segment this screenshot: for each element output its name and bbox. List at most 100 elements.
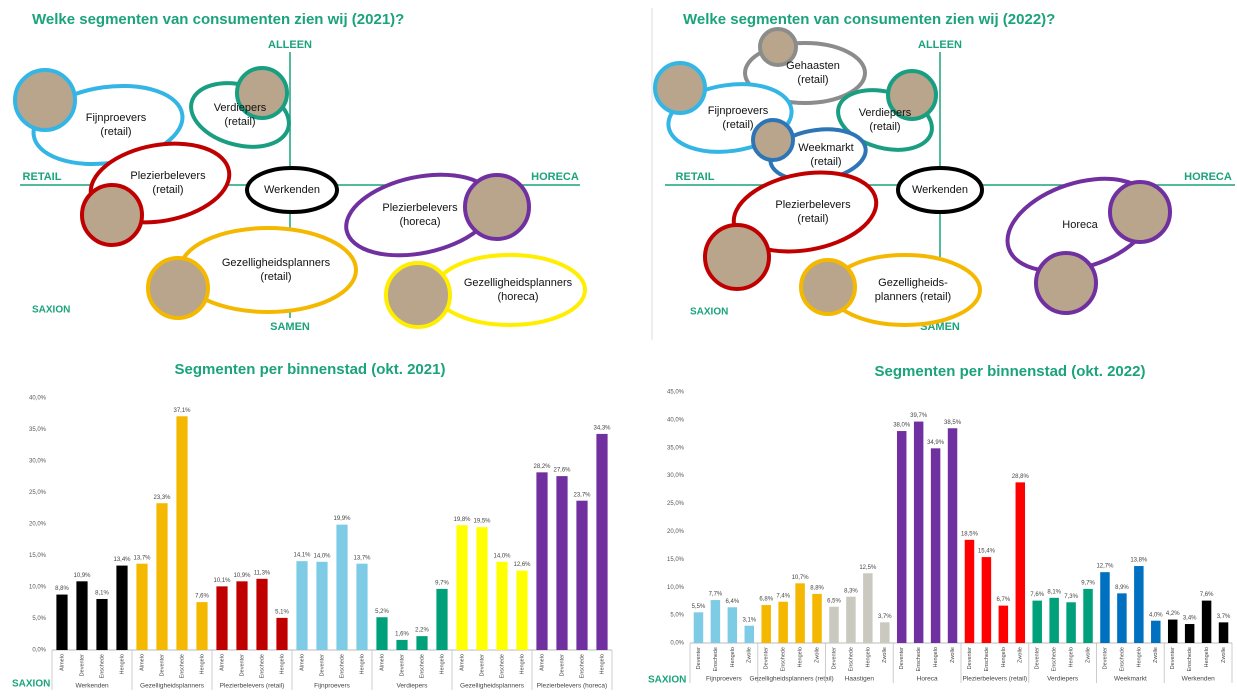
x-tick-label: Deventer xyxy=(79,654,85,676)
segment-ellipse xyxy=(896,166,984,214)
y-tick-label: 10,0% xyxy=(667,585,685,591)
segment-label: (retail) xyxy=(722,119,753,131)
segment-photo xyxy=(758,27,798,67)
bar xyxy=(376,617,388,650)
value-label: 12,5% xyxy=(859,565,877,571)
bar xyxy=(596,433,608,650)
x-tick-label: Zwolle xyxy=(1153,647,1159,663)
bar xyxy=(196,602,208,650)
x-tick-label: Deventer xyxy=(399,654,405,676)
x-tick-label: Hengelo xyxy=(359,654,365,675)
x-tick-label: Deventer xyxy=(899,647,905,669)
value-label: 5,2% xyxy=(375,609,389,615)
segment-label: (retail) xyxy=(260,271,291,283)
group-label: Verdiepers xyxy=(396,683,428,690)
bar xyxy=(1015,482,1026,643)
value-label: 28,2% xyxy=(533,464,551,470)
x-tick-label: Zwolle xyxy=(1018,647,1024,663)
bar xyxy=(356,563,368,650)
bar xyxy=(76,581,88,650)
value-label: 14,1% xyxy=(293,553,311,559)
value-label: 11,3% xyxy=(254,570,271,576)
chart-title: Segmenten per binnenstad (okt. 2021) xyxy=(175,361,446,378)
bar xyxy=(436,588,448,650)
segment-photo xyxy=(1034,251,1098,315)
bar xyxy=(156,503,168,650)
segment-label: Gezelligheidsplanners xyxy=(222,257,331,269)
x-tick-label: Enschede xyxy=(1187,647,1193,671)
segment-photo xyxy=(384,261,452,329)
group-label: Plezierbelevers (retail) xyxy=(220,683,285,690)
bar xyxy=(1218,622,1229,643)
value-label: 7,6% xyxy=(195,594,209,600)
bar xyxy=(496,561,508,650)
segment-label: Fijnproevers xyxy=(86,112,147,124)
value-label: 13,7% xyxy=(353,555,371,561)
value-label: 19,5% xyxy=(473,519,491,525)
axis-label-right: HORECA xyxy=(531,171,579,183)
value-label: 1,6% xyxy=(395,631,409,637)
segment-label: Verdiepers xyxy=(859,107,912,119)
x-tick-label: Almelo xyxy=(459,654,465,671)
segment-photo xyxy=(235,66,289,120)
x-tick-label: Deventer xyxy=(559,654,565,676)
logo: SAXION xyxy=(12,679,50,690)
x-tick-label: Deventer xyxy=(764,647,770,669)
value-label: 12,7% xyxy=(1096,564,1114,570)
value-label: 14,0% xyxy=(313,553,331,559)
value-label: 8,8% xyxy=(810,585,824,591)
bar xyxy=(1184,624,1195,643)
x-tick-label: Hengelo xyxy=(279,654,285,675)
bar xyxy=(744,625,755,643)
x-tick-label: Enschede xyxy=(259,654,265,678)
chart-title: Segmenten per binnenstad (okt. 2022) xyxy=(875,363,1146,380)
y-tick-label: 15,0% xyxy=(667,557,685,563)
segment-label: (horeca) xyxy=(400,216,441,228)
value-label: 7,3% xyxy=(1064,594,1078,600)
bar xyxy=(96,598,108,650)
segment-label: (retail) xyxy=(810,156,841,168)
group-label: Gezelligheidsplanners (retail) xyxy=(750,676,834,683)
value-label: 3,1% xyxy=(742,617,756,623)
bar xyxy=(1134,566,1144,643)
segment-photo xyxy=(886,69,938,121)
value-label: 37,1% xyxy=(173,408,191,414)
x-tick-label: Almelo xyxy=(139,654,145,671)
segment-label: (retail) xyxy=(224,116,255,128)
segment-label: Gezelligheids- xyxy=(878,277,948,289)
value-label: 6,5% xyxy=(827,598,841,604)
bar xyxy=(846,596,856,643)
diagram-title: Welke segmenten van consumenten zien wij… xyxy=(32,11,404,28)
x-tick-label: Almelo xyxy=(379,654,385,671)
group-label: Plezierbelevers (retail) xyxy=(963,676,1028,683)
value-label: 28,8% xyxy=(1012,474,1030,480)
bar xyxy=(56,594,68,650)
x-tick-label: Hengelo xyxy=(730,647,736,668)
bar xyxy=(1083,588,1093,643)
group-label: Horeca xyxy=(917,676,938,683)
x-tick-label: Deventer xyxy=(1035,647,1041,669)
segment-label: Gezelligheidsplanners xyxy=(464,277,573,289)
group-label: Plezierbelevers (horeca) xyxy=(537,683,607,690)
group-label: Fijnproevers xyxy=(706,676,743,683)
bar xyxy=(795,583,805,643)
segment-label: Plezierbelevers xyxy=(130,170,206,182)
axis-label-left: RETAIL xyxy=(23,171,62,183)
value-label: 3,4% xyxy=(1183,616,1197,622)
value-label: 34,3% xyxy=(593,425,611,431)
value-label: 12,6% xyxy=(513,562,531,568)
x-tick-label: Deventer xyxy=(967,647,973,669)
x-tick-label: Deventer xyxy=(831,647,837,669)
segment-ellipse xyxy=(245,166,339,214)
y-tick-label: 30,0% xyxy=(29,459,47,465)
value-label: 13,4% xyxy=(113,557,131,563)
y-tick-label: 40,0% xyxy=(29,396,47,402)
x-tick-label: Deventer xyxy=(1102,647,1108,669)
x-tick-label: Enschede xyxy=(339,654,345,678)
y-tick-label: 20,0% xyxy=(29,522,47,528)
bar xyxy=(998,605,1009,643)
bar xyxy=(296,561,308,650)
axis-label-right: HORECA xyxy=(1184,171,1232,183)
x-tick-label: Deventer xyxy=(479,654,485,676)
y-tick-label: 25,0% xyxy=(667,501,685,507)
